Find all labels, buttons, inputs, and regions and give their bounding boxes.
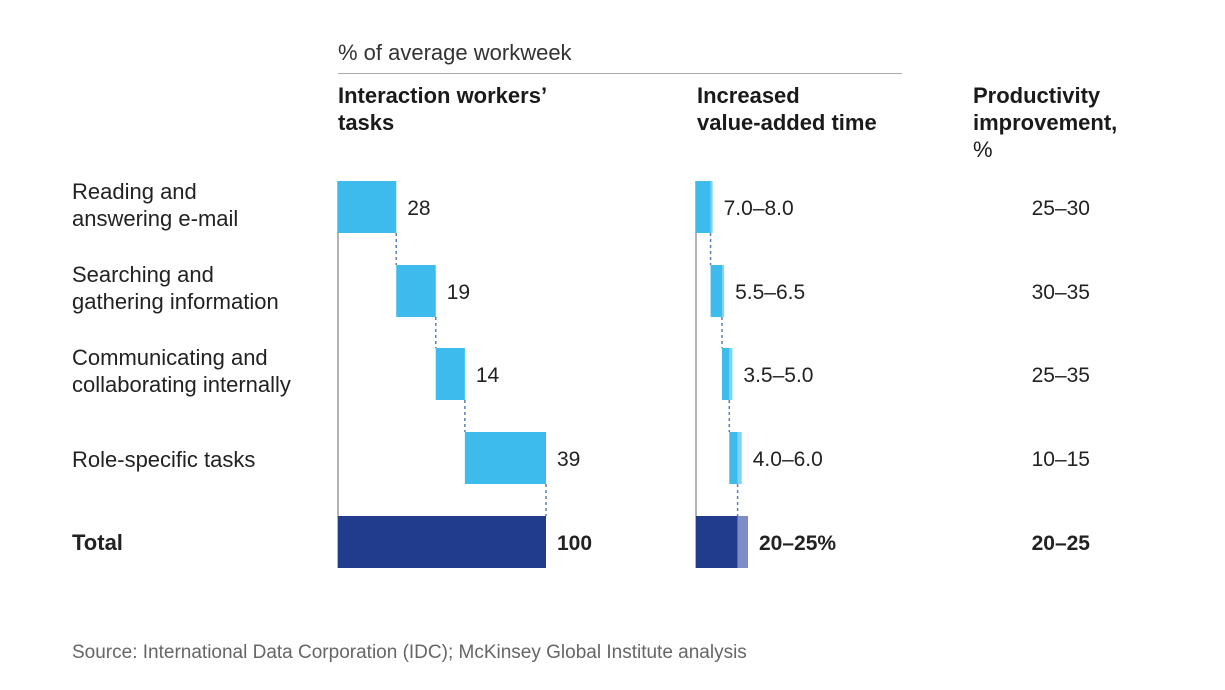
productivity-value-2: 25–35: [1032, 364, 1090, 387]
tasks-bar-1: [396, 265, 436, 317]
column-header-productivity-line1: Productivity: [973, 83, 1101, 108]
column-header-tasks: Interaction workers’ tasks: [338, 82, 547, 136]
tasks-value-label-3: 39: [557, 448, 580, 471]
column-header-productivity-line2: improvement,: [973, 110, 1118, 135]
value-added-label-2: 3.5–5.0: [743, 364, 813, 387]
value-added-bar-1: [710, 265, 722, 317]
column-header-productivity-unit: %: [973, 137, 993, 162]
value-added-bar-3: [729, 432, 738, 484]
value-added-total-bar: [696, 516, 738, 568]
value-added-range-1: [722, 265, 725, 317]
tasks-value-label-1: 19: [447, 281, 470, 304]
row-label-searching-line2: gathering information: [72, 289, 279, 314]
column-header-value-added-line1: Increased: [697, 83, 800, 108]
value-added-range-2: [729, 348, 733, 400]
tasks-bar-0: [338, 181, 397, 233]
tasks-value-label-2: 14: [476, 364, 500, 387]
row-label-email: Reading and answering e-mail: [72, 178, 238, 232]
measure-label: % of average workweek: [338, 40, 572, 65]
productivity-value-3: 10–15: [1032, 448, 1090, 471]
productivity-value-1: 30–35: [1032, 281, 1090, 304]
tasks-bar-3: [464, 432, 546, 484]
value-added-label-3: 4.0–6.0: [753, 448, 823, 471]
value-added-range-0: [710, 181, 713, 233]
row-label-email-line2: answering e-mail: [72, 206, 239, 231]
row-label-communicating-line2: collaborating internally: [72, 372, 291, 397]
tasks-total-bar: [338, 516, 546, 568]
row-label-role-specific: Role-specific tasks: [72, 446, 255, 473]
tasks-total-label: 100: [557, 532, 592, 555]
row-label-communicating-line1: Communicating and: [72, 345, 268, 370]
row-label-role-specific-line1: Role-specific tasks: [72, 447, 256, 472]
value-added-bar-2: [722, 348, 730, 400]
row-label-searching-line1: Searching and: [72, 262, 214, 287]
value-added-label-0: 7.0–8.0: [724, 197, 794, 220]
row-label-total: Total: [72, 530, 123, 555]
productivity-total-value: 20–25: [1032, 532, 1091, 555]
source-note: Source: International Data Corporation (…: [72, 642, 747, 663]
row-label-email-line1: Reading and: [72, 179, 197, 204]
value-added-total-range: [737, 516, 748, 568]
value-added-bar-0: [696, 181, 711, 233]
column-header-value-added-line2: value-added time: [697, 110, 877, 135]
tasks-value-label-0: 28: [407, 197, 430, 220]
value-added-label-1: 5.5–6.5: [735, 281, 805, 304]
value-added-range-3: [737, 432, 742, 484]
column-header-tasks-line1: Interaction workers’: [338, 83, 548, 108]
header-rule: [338, 73, 902, 74]
tasks-bar-2: [435, 348, 465, 400]
column-header-productivity: Productivity improvement, %: [973, 82, 1117, 163]
column-header-value-added: Increased value-added time: [697, 82, 877, 136]
value-added-total-label: 20–25%: [759, 532, 836, 555]
row-label-searching: Searching and gathering information: [72, 261, 279, 315]
productivity-value-0: 25–30: [1032, 197, 1090, 220]
column-header-tasks-line2: tasks: [338, 110, 395, 135]
row-label-communicating: Communicating and collaborating internal…: [72, 344, 291, 398]
